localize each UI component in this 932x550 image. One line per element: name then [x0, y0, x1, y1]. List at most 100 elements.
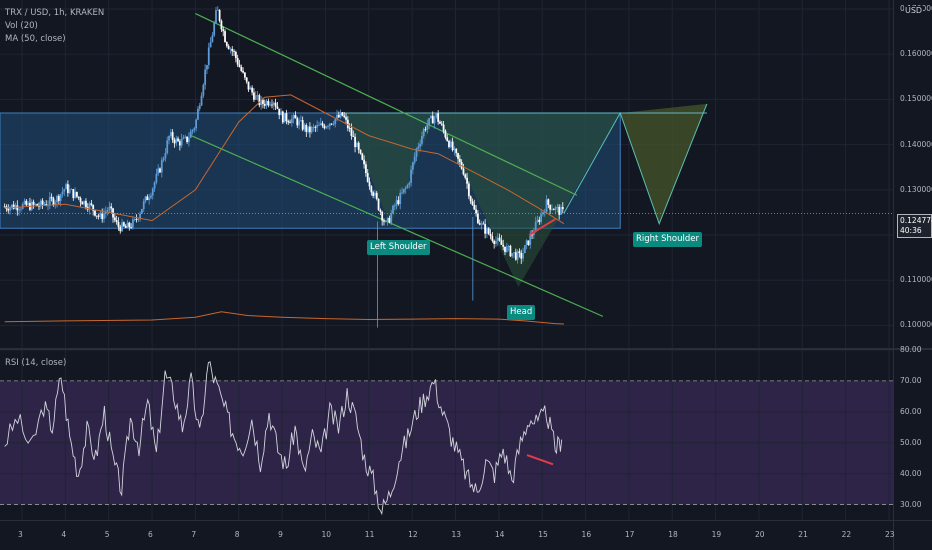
candle-body-up: [415, 148, 418, 157]
head-shape: [436, 113, 621, 287]
candle-body-up: [56, 196, 58, 203]
symbol-legend[interactable]: TRX / USD, 1h, KRAKEN: [5, 8, 105, 18]
candle-body-down: [289, 122, 291, 124]
rsi-line: [4, 361, 563, 516]
candle-body-down: [350, 128, 353, 136]
candle-body-down: [57, 196, 60, 201]
moving-average-label[interactable]: MA (50, close): [5, 34, 66, 44]
candle-body-up: [318, 124, 320, 126]
rsi-tick-label: 40.00: [900, 468, 922, 478]
candle-body-up: [70, 189, 73, 190]
candle-body-up: [290, 118, 293, 123]
candle-body-down: [478, 223, 481, 225]
candle-body-down: [372, 192, 375, 196]
candle-body-down: [79, 198, 82, 203]
candle-body-up: [160, 160, 163, 173]
candle-body-down: [177, 138, 179, 142]
candle-body-up: [392, 205, 394, 214]
time-tick-label: 6: [148, 530, 153, 539]
candle-body-up: [213, 22, 216, 36]
candle-body-down: [50, 196, 53, 199]
candle-body-down: [159, 168, 161, 173]
candle-body-down: [234, 51, 237, 59]
candle-body-up: [399, 192, 402, 204]
volume-indicator-label[interactable]: Vol (20): [5, 21, 38, 31]
candle-body-down: [343, 115, 346, 118]
candle-body-down: [101, 213, 104, 220]
candle-body-up: [551, 209, 553, 211]
candle-body-up: [169, 132, 172, 137]
rsi-indicator-label[interactable]: RSI (14, close): [5, 358, 67, 368]
candle-body-up: [34, 204, 37, 205]
candle-body-up: [61, 191, 64, 195]
right-shoulder-label[interactable]: Right Shoulder: [633, 232, 702, 247]
candle-body-down: [357, 142, 360, 150]
candle-body-up: [88, 203, 91, 210]
left-shoulder-label[interactable]: Left Shoulder: [367, 240, 430, 255]
time-tick-label: 10: [321, 530, 331, 539]
candle-body-up: [184, 136, 187, 138]
rsi-divergence-line: [526, 454, 554, 466]
candle-body-down: [12, 204, 15, 209]
candle-body-up: [449, 141, 452, 148]
candle-body-up: [211, 35, 214, 43]
candle-body-up: [554, 207, 557, 210]
candle-body-down: [321, 123, 324, 126]
candle-body-down: [7, 208, 10, 211]
candle-body-up: [496, 237, 499, 241]
candle-body-down: [518, 251, 521, 253]
channel-lower-line: [190, 135, 604, 317]
candle-body-down: [520, 252, 523, 259]
candle-body-down: [552, 209, 555, 211]
candle-body-up: [148, 197, 151, 200]
candle-body-down: [368, 181, 371, 187]
candle-body-down: [498, 237, 501, 241]
candle-body-up: [108, 206, 111, 210]
candle-body-down: [3, 206, 6, 208]
head-label[interactable]: Head: [507, 305, 536, 320]
candle-body-down: [90, 203, 93, 205]
candle-body-down: [77, 196, 80, 199]
candle-body-up: [63, 189, 66, 192]
candle-body-down: [231, 48, 234, 52]
candle-body-down: [243, 72, 246, 78]
volume-series: [4, 311, 564, 325]
candle-body-up: [83, 200, 86, 205]
candle-body-up: [121, 222, 123, 232]
candle-body-down: [220, 20, 223, 30]
currency-button[interactable]: USD: [904, 6, 924, 15]
candle-body-down: [285, 112, 288, 121]
candle-body-up: [256, 95, 259, 97]
candle-body-down: [25, 200, 28, 206]
left-shoulder-shape: [345, 113, 436, 226]
candle-body-up: [384, 221, 387, 223]
time-tick-label: 22: [841, 530, 852, 539]
candle-body-down: [561, 207, 564, 210]
candle-body-up: [430, 115, 432, 119]
candle-body-up: [182, 137, 185, 139]
candle-body-up: [48, 196, 51, 205]
candle-body-up: [200, 95, 203, 106]
candle-body-down: [135, 219, 138, 220]
candle-body-up: [532, 232, 535, 235]
candle-body-down: [95, 215, 98, 217]
candle-body-down: [309, 126, 311, 133]
candle-body-down: [337, 114, 340, 118]
candle-body-up: [419, 143, 421, 147]
candle-body-up: [142, 201, 145, 209]
candle-body-up: [525, 240, 528, 246]
price-tick-label: 0.100000: [900, 320, 932, 330]
candle-body-down: [469, 196, 472, 202]
candle-body-down: [119, 226, 122, 232]
candle-body-up: [292, 115, 295, 119]
candle-body-up: [209, 42, 212, 48]
candle-body-up: [206, 65, 208, 70]
candle-body-down: [348, 128, 351, 129]
candle-body-up: [495, 240, 497, 244]
rsi-tick-label: 30.00: [900, 499, 922, 509]
candle-body-down: [531, 234, 533, 236]
rsi-tick-label: 80.00: [900, 345, 922, 354]
candle-body-down: [366, 173, 369, 182]
